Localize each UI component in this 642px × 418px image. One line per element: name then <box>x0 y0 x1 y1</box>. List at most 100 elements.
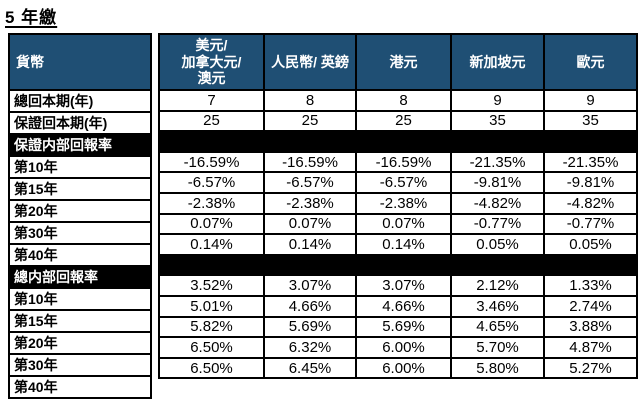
value-cell: 25 <box>263 109 357 133</box>
value-cell: 4.65% <box>450 315 545 339</box>
value-cell: 8 <box>355 89 452 112</box>
row-label: 第20年 <box>8 331 152 355</box>
value-cell: -0.77% <box>543 212 638 236</box>
value-cell: -21.35% <box>450 150 545 174</box>
table-row-label: 第10年 <box>8 155 152 179</box>
value-cell: 6.00% <box>355 356 452 380</box>
section-fill-cell <box>158 130 265 153</box>
row-label: 第10年 <box>8 155 152 179</box>
section-fill-row <box>158 253 638 277</box>
table-row-values: 0.07% 0.07% 0.07% -0.77% -0.77% <box>158 212 638 236</box>
value-cell: 0.07% <box>158 212 265 236</box>
value-cell: 5.69% <box>355 315 452 339</box>
section-fill-cell <box>158 253 265 277</box>
table-row-values: 5.01% 4.66% 4.66% 3.46% 2.74% <box>158 294 638 318</box>
table-row-label: 第20年 <box>8 331 152 355</box>
value-cell: -0.77% <box>450 212 545 236</box>
value-cell: -16.59% <box>158 150 265 174</box>
row-label: 第10年 <box>8 287 152 311</box>
currency-header-cell: 美元/ 加拿大元/ 澳元 <box>158 33 265 91</box>
section-fill-cell <box>263 253 357 277</box>
value-cell: 5.70% <box>450 336 545 359</box>
currency-header-cell: 港元 <box>355 33 452 91</box>
value-cell: 0.14% <box>158 233 265 256</box>
values-table-body: 美元/ 加拿大元/ 澳元 人民幣/ 英鎊 港元 新加坡元 歐元 7 8 8 9 9 25 25 25 3… <box>158 33 638 380</box>
value-cell: 2.12% <box>450 274 545 297</box>
currency-corner-cell: 貨幣 <box>8 33 152 91</box>
currency-header-cell: 人民幣/ 英鎊 <box>263 33 357 91</box>
value-cell: -4.82% <box>543 191 638 215</box>
table-row-values: 6.50% 6.45% 6.00% 5.80% 5.27% <box>158 356 638 380</box>
value-cell: 4.87% <box>543 336 638 359</box>
row-label: 保證回本期(年) <box>8 111 152 135</box>
value-cell: 6.00% <box>355 336 452 359</box>
value-cell: 3.07% <box>263 274 357 297</box>
row-label: 第15年 <box>8 309 152 333</box>
section-header-label: 總内部回報率 <box>8 265 152 289</box>
value-cell: -6.57% <box>355 171 452 194</box>
row-label: 第30年 <box>8 353 152 377</box>
label-column-table: 貨幣 總回本期(年) 保證回本期(年) 保證内部回報率 第10年 第15年 第20年 第30… <box>8 33 152 399</box>
table-row-values: 5.82% 5.69% 5.69% 4.65% 3.88% <box>158 315 638 339</box>
value-cell: 9 <box>543 89 638 112</box>
value-cell: 25 <box>158 109 265 133</box>
table-row-label: 第15年 <box>8 177 152 201</box>
section-header-row: 保證内部回報率 <box>8 133 152 157</box>
value-cell: -9.81% <box>450 171 545 194</box>
value-cell: 9 <box>450 89 545 112</box>
value-cell: 6.50% <box>158 336 265 359</box>
value-cell: 3.46% <box>450 294 545 318</box>
table-row-label: 第20年 <box>8 199 152 223</box>
value-cell: -4.82% <box>450 191 545 215</box>
value-cell: 4.66% <box>355 294 452 318</box>
value-cell: 35 <box>543 109 638 133</box>
value-cell: 25 <box>355 109 452 133</box>
value-cell: 0.05% <box>450 233 545 256</box>
section-fill-cell <box>450 253 545 277</box>
table-row-values: -16.59% -16.59% -16.59% -21.35% -21.35% <box>158 150 638 174</box>
value-cell: 0.14% <box>355 233 452 256</box>
value-cell: 5.01% <box>158 294 265 318</box>
value-cell: 5.27% <box>543 356 638 380</box>
table-row-values: 25 25 25 35 35 <box>158 109 638 133</box>
value-cell: -16.59% <box>355 150 452 174</box>
currency-header-cell: 歐元 <box>543 33 638 91</box>
row-label: 總回本期(年) <box>8 89 152 113</box>
section-fill-cell <box>263 130 357 153</box>
table-row-values: 6.50% 6.32% 6.00% 5.70% 4.87% <box>158 336 638 359</box>
row-label: 第40年 <box>8 375 152 399</box>
table-row-label: 第10年 <box>8 287 152 311</box>
section-fill-row <box>158 130 638 153</box>
table-row-label: 第40年 <box>8 243 152 267</box>
value-cell: 6.50% <box>158 356 265 380</box>
section-fill-cell <box>543 130 638 153</box>
header-row-labels: 貨幣 <box>8 33 152 91</box>
page-title: 5 年繳 <box>5 8 58 27</box>
value-cell: 5.80% <box>450 356 545 380</box>
currency-header-cell: 新加坡元 <box>450 33 545 91</box>
value-cell: 3.88% <box>543 315 638 339</box>
value-cell: 6.45% <box>263 356 357 380</box>
table-row-values: -6.57% -6.57% -6.57% -9.81% -9.81% <box>158 171 638 194</box>
value-cell: -6.57% <box>158 171 265 194</box>
value-cell: 0.07% <box>355 212 452 236</box>
table-row-label: 第40年 <box>8 375 152 399</box>
value-cell: 3.07% <box>355 274 452 297</box>
table-row-label: 第30年 <box>8 353 152 377</box>
row-label: 第30年 <box>8 221 152 245</box>
table-row-values: -2.38% -2.38% -2.38% -4.82% -4.82% <box>158 191 638 215</box>
value-cell: -21.35% <box>543 150 638 174</box>
row-label: 第20年 <box>8 199 152 223</box>
label-column-body: 貨幣 總回本期(年) 保證回本期(年) 保證内部回報率 第10年 第15年 第20年 第30… <box>8 33 152 399</box>
value-cell: 35 <box>450 109 545 133</box>
value-cell: 0.05% <box>543 233 638 256</box>
table-row-values: 0.14% 0.14% 0.14% 0.05% 0.05% <box>158 233 638 256</box>
table-row-values: 3.52% 3.07% 3.07% 2.12% 1.33% <box>158 274 638 297</box>
values-table: 美元/ 加拿大元/ 澳元 人民幣/ 英鎊 港元 新加坡元 歐元 7 8 8 9 9 25 25 25 3… <box>158 33 638 380</box>
value-cell: 5.82% <box>158 315 265 339</box>
value-cell: -6.57% <box>263 171 357 194</box>
irr-table: 貨幣 總回本期(年) 保證回本期(年) 保證内部回報率 第10年 第15年 第20年 第30… <box>8 33 638 399</box>
value-cell: 4.66% <box>263 294 357 318</box>
